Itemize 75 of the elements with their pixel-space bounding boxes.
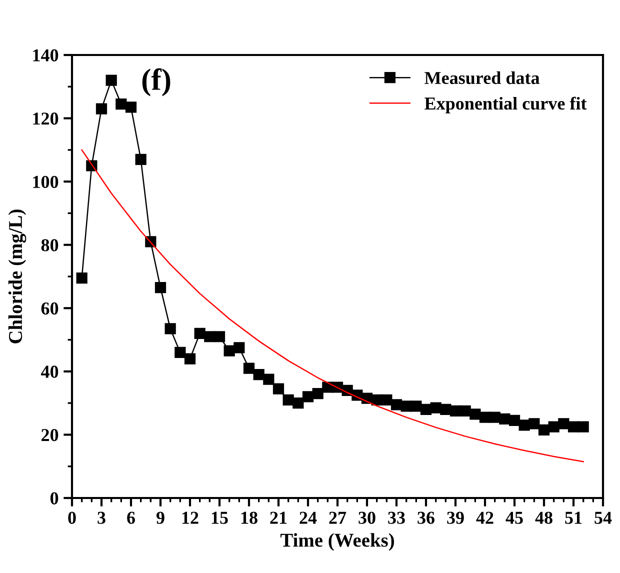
point <box>204 331 216 342</box>
point <box>214 331 226 342</box>
legend-label: Measured data <box>424 71 540 84</box>
legend-label: Exponential curve fit <box>424 96 587 114</box>
point <box>243 362 255 374</box>
x-tick-label: 33 <box>388 512 405 524</box>
point <box>184 353 196 364</box>
x-tick-label: 54 <box>594 512 612 524</box>
point <box>96 103 108 114</box>
point <box>292 398 304 409</box>
point <box>381 394 392 406</box>
x-tick-label: 42 <box>476 512 494 524</box>
point <box>106 74 117 86</box>
point <box>272 383 284 394</box>
point <box>538 424 550 436</box>
x-tick-label: 18 <box>241 512 258 524</box>
point <box>135 154 146 165</box>
y-tick-label: 120 <box>33 112 58 125</box>
point <box>499 413 510 424</box>
x-tick-label: 45 <box>506 512 523 524</box>
x-tick-label: 51 <box>565 512 582 524</box>
point <box>164 323 176 334</box>
x-tick-label: 9 <box>156 512 164 524</box>
y-tick-label: 20 <box>42 428 58 442</box>
annotation: (f) <box>142 68 170 96</box>
point <box>440 404 452 415</box>
point <box>470 408 481 420</box>
y-tick-label: 0 <box>50 492 58 504</box>
point <box>518 420 530 431</box>
point <box>125 102 137 113</box>
y-tick-label: 80 <box>41 239 58 252</box>
point <box>400 400 412 412</box>
y-tick-label: 60 <box>41 302 58 315</box>
point <box>528 418 540 430</box>
y-axis-title: Chloride (mg/L) <box>8 210 26 344</box>
x-tick-label: 15 <box>212 512 228 524</box>
point <box>194 328 206 340</box>
x-tick-label: 27 <box>329 512 346 524</box>
point <box>558 418 570 430</box>
point <box>76 272 88 284</box>
line-series <box>81 149 584 462</box>
y-tick-label: 100 <box>33 176 58 188</box>
x-tick-label: 36 <box>418 512 434 524</box>
x-tick-label: 3 <box>98 512 106 524</box>
point <box>302 391 314 402</box>
x-tick-label: 6 <box>127 512 135 524</box>
point <box>174 346 186 358</box>
x-axis-title: Time (Weeks) <box>280 533 394 551</box>
point <box>116 98 127 110</box>
x-tick-label: 0 <box>68 512 76 524</box>
x-tick-label: 39 <box>447 512 464 524</box>
x-tick-label: 24 <box>300 512 317 524</box>
point <box>460 405 471 417</box>
point <box>578 421 589 432</box>
point <box>508 414 520 426</box>
point <box>263 374 274 385</box>
x-tick-label: 30 <box>358 512 376 524</box>
x-tick-label: 12 <box>182 512 198 524</box>
point <box>224 345 235 356</box>
point <box>154 282 166 294</box>
point <box>479 412 491 423</box>
y-tick-label: 140 <box>33 49 58 62</box>
point <box>390 399 402 410</box>
point <box>548 421 560 432</box>
point <box>234 342 245 354</box>
point <box>420 404 432 415</box>
point <box>568 421 580 432</box>
y-tick-label: 40 <box>41 366 58 378</box>
x-tick-label: 48 <box>535 512 552 524</box>
point <box>410 400 422 412</box>
point <box>253 369 264 380</box>
point <box>450 405 462 417</box>
point <box>282 394 294 406</box>
point <box>312 388 324 400</box>
x-tick-label: 21 <box>270 512 287 524</box>
